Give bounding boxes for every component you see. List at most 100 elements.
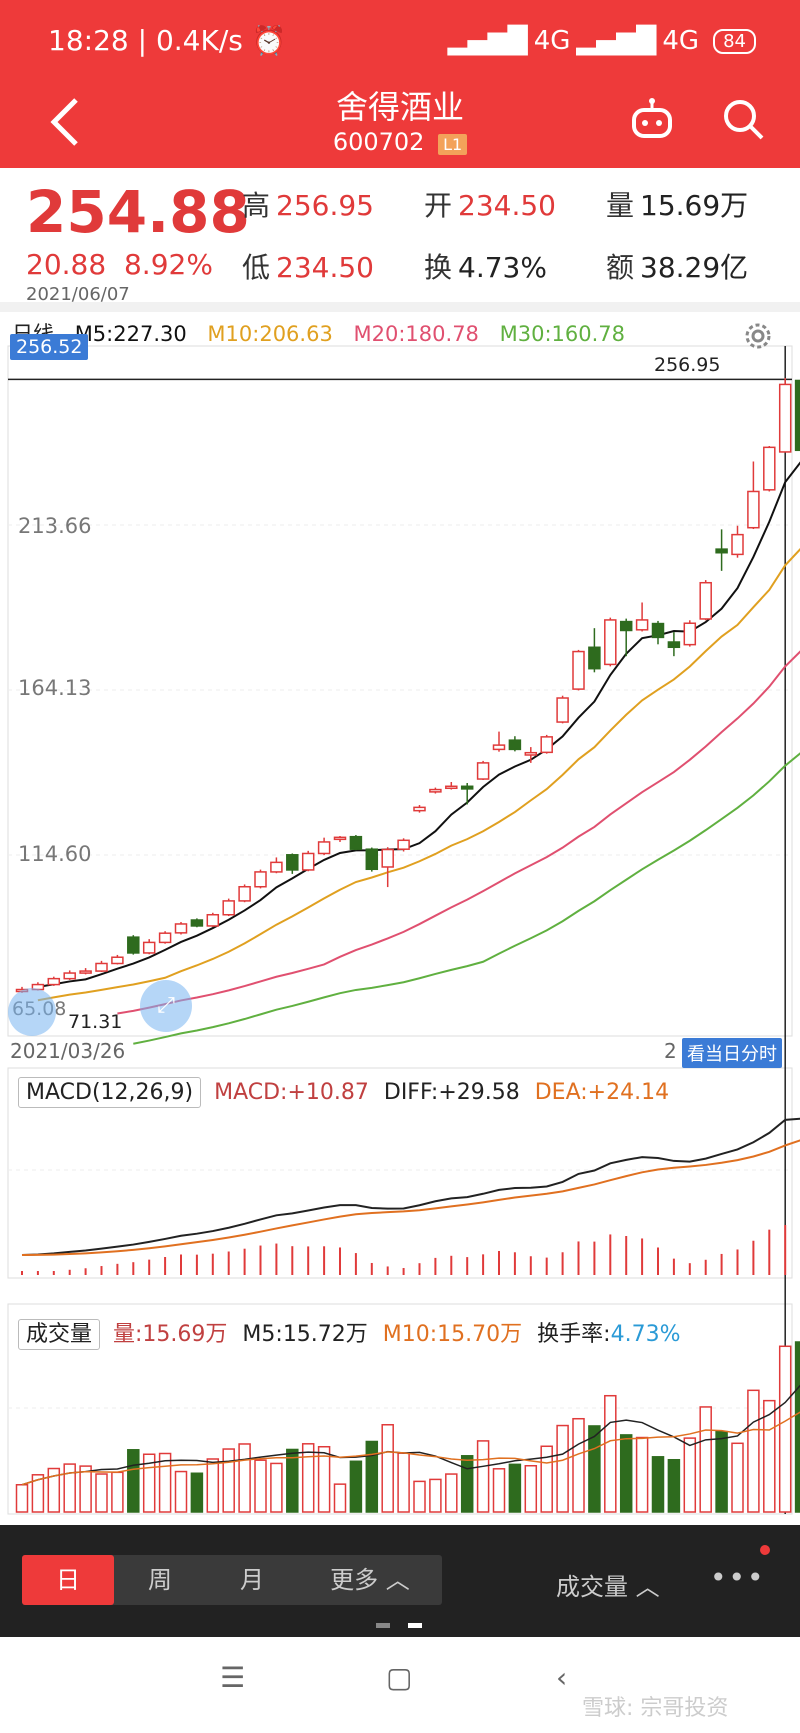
- volume-label: 量: [606, 189, 635, 222]
- tab-month[interactable]: 月: [240, 1566, 264, 1594]
- candle-body: [763, 446, 776, 491]
- candle-body: [731, 533, 744, 556]
- candle-body: [699, 581, 712, 620]
- candle-body: [95, 962, 108, 972]
- candle-body: [365, 848, 379, 871]
- candle-body: [747, 490, 760, 529]
- volume-bar: [413, 1480, 426, 1513]
- volume-bar: [333, 1483, 347, 1513]
- settings-gear-icon[interactable]: [740, 318, 776, 354]
- volume-bar: [619, 1434, 633, 1513]
- status-bar: 18:28 | 0.4K/s ⏰ ▂▄▆█ 4G ▂▄▆█ 4G 84: [0, 0, 800, 86]
- kline-frame: [7, 345, 793, 1037]
- zoom-handle-left[interactable]: [8, 988, 56, 1036]
- high-marker-label: 256.95: [654, 354, 721, 376]
- candle-layer: [15, 378, 800, 993]
- low-label: 低: [242, 251, 271, 284]
- candle-body: [445, 785, 458, 790]
- volume-bar: [286, 1448, 299, 1513]
- price-tag: 256.52: [10, 334, 89, 360]
- open-value: 234.50: [458, 189, 556, 222]
- candle-body: [142, 941, 156, 954]
- level-badge: L1: [438, 134, 468, 155]
- macd-label-row: MACD(12,26,9) MACD:+10.87 DIFF:+29.58 DE…: [18, 1077, 669, 1108]
- volume-bar: [556, 1424, 569, 1513]
- open-label: 开: [424, 189, 453, 222]
- volume-bar: [476, 1440, 490, 1513]
- volume-bar: [111, 1471, 124, 1513]
- candle-body: [286, 854, 299, 871]
- candle-body: [588, 646, 601, 670]
- candle-body: [317, 841, 331, 855]
- candle-body: [524, 751, 538, 756]
- volume-bar: [460, 1455, 474, 1513]
- ma30-label: M30:160.78: [499, 322, 626, 346]
- tab-week[interactable]: 周: [148, 1566, 172, 1594]
- ma5-line: [37, 461, 800, 989]
- macd-value: MACD:+10.87: [214, 1080, 369, 1105]
- expand-icon[interactable]: ⤢: [140, 980, 192, 1032]
- volume-bar: [79, 1465, 92, 1513]
- home-icon[interactable]: ▢: [386, 1661, 413, 1694]
- intraday-button[interactable]: 看当日分时: [682, 1038, 782, 1068]
- tab-more[interactable]: 更多 ︿: [330, 1566, 410, 1594]
- alarm-icon: ⏰: [251, 24, 287, 57]
- turnover-value: 4.73%: [458, 251, 547, 284]
- candle-body: [667, 641, 681, 649]
- macd-layer: [21, 1117, 800, 1275]
- candle-body: [254, 871, 267, 888]
- candle-body: [460, 785, 474, 790]
- volume-bar: [254, 1459, 267, 1513]
- vol-m5-value: M5:15.72万: [242, 1322, 368, 1347]
- candle-body: [476, 762, 490, 780]
- candle-body: [397, 839, 410, 850]
- candle-body: [604, 619, 617, 666]
- y-tick-2: 164.13: [18, 676, 92, 700]
- turnover-rate-label: 换手率:: [537, 1322, 611, 1347]
- volume-bar: [635, 1436, 649, 1513]
- section-divider: [0, 302, 800, 312]
- volume-bar: [142, 1453, 156, 1513]
- more-options-icon[interactable]: •••: [710, 1561, 766, 1594]
- volume-bar: [397, 1452, 410, 1513]
- volume-bar: [63, 1463, 76, 1513]
- vol-label-row: 成交量 量:15.69万 M5:15.72万 M10:15.70万 换手率:4.…: [18, 1316, 680, 1350]
- tab-day[interactable]: 日: [22, 1555, 114, 1605]
- volume-bar: [492, 1468, 506, 1513]
- candle-body: [492, 744, 506, 751]
- menu-icon[interactable]: ☰: [220, 1661, 246, 1694]
- robot-assistant-icon[interactable]: [628, 96, 676, 144]
- volume-bar: [731, 1442, 744, 1513]
- vol-indicator-selector[interactable]: 成交量: [18, 1319, 101, 1350]
- back-nav-icon[interactable]: ‹: [556, 1661, 568, 1694]
- signal-icon-2: ▂▄▆█: [576, 26, 657, 56]
- candle-body: [683, 622, 697, 646]
- volume-value: 15.69万: [640, 189, 749, 222]
- vol-ma5-line: [21, 1384, 800, 1486]
- candle-body: [413, 806, 426, 812]
- ma20-line: [117, 650, 800, 1015]
- candle-body: [206, 913, 220, 927]
- candle-body: [572, 650, 585, 690]
- watermark: 雪球: 宗哥投资: [582, 1696, 729, 1721]
- back-arrow-icon[interactable]: [44, 92, 90, 152]
- volume-bar: [763, 1399, 776, 1513]
- volume-bar: [445, 1473, 458, 1513]
- volume-bar: [190, 1472, 204, 1513]
- macd-indicator-selector[interactable]: MACD(12,26,9): [18, 1077, 202, 1108]
- candle-body: [794, 379, 800, 452]
- ma5-label: M5:227.30: [74, 322, 187, 346]
- candle-body: [63, 972, 76, 980]
- diff-line: [21, 1117, 800, 1256]
- ma20-label: M20:180.78: [353, 322, 479, 346]
- volume-bar: [95, 1473, 108, 1513]
- stock-chart[interactable]: [0, 0, 800, 1525]
- volume-bar: [238, 1443, 251, 1513]
- volume-selector[interactable]: 成交量 ︿: [556, 1573, 660, 1601]
- volume-bar: [604, 1394, 617, 1513]
- ma30-line: [133, 752, 800, 1045]
- candle-body: [429, 788, 442, 793]
- system-navbar: ☰ ▢ ‹: [0, 1637, 800, 1733]
- volume-item: 量 15.69万: [606, 184, 748, 224]
- search-icon[interactable]: [720, 96, 768, 144]
